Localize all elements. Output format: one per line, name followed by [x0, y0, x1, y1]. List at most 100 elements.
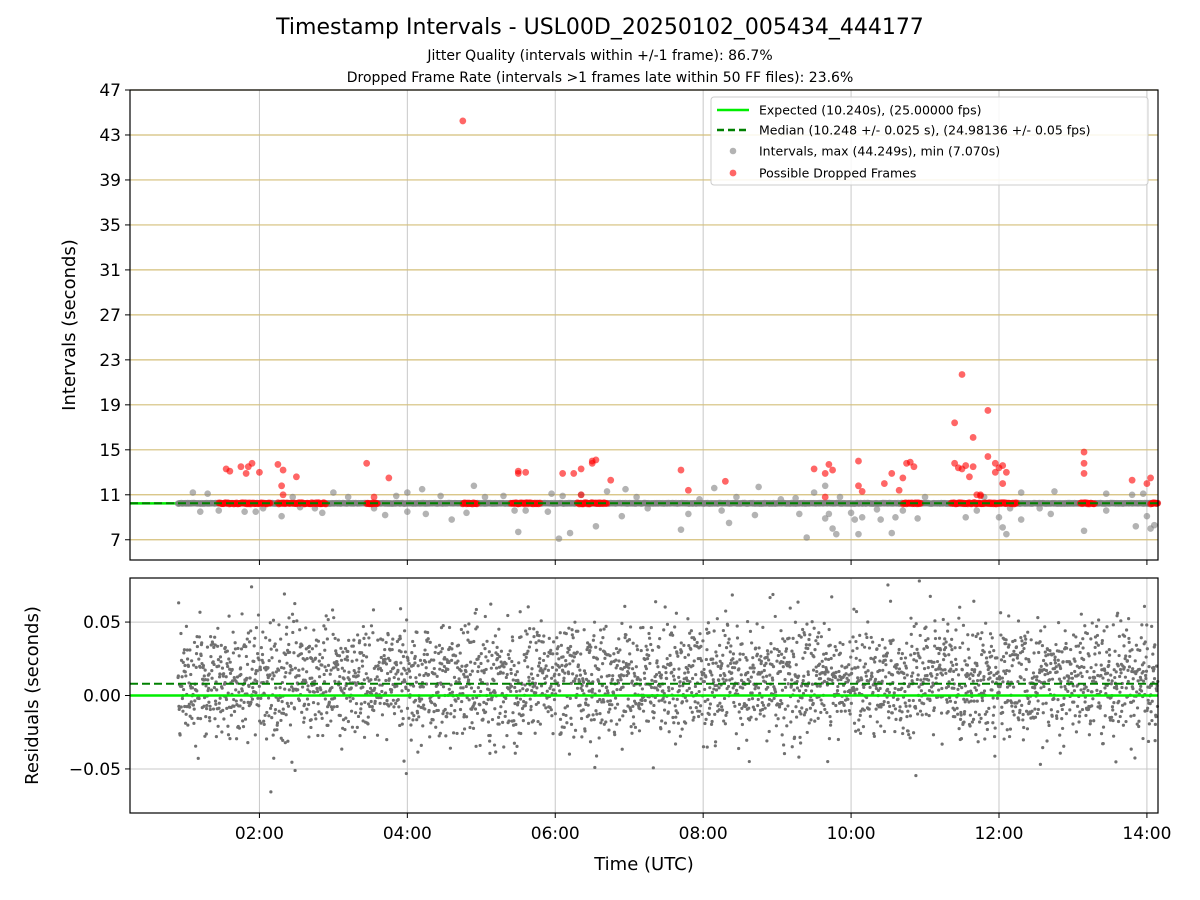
interval-point	[289, 493, 297, 501]
residual-point	[896, 688, 900, 692]
residual-point	[935, 659, 940, 664]
residual-point	[957, 616, 961, 620]
residual-point	[816, 642, 820, 646]
residual-point	[670, 687, 674, 691]
residual-point	[1024, 667, 1028, 672]
residual-point	[524, 655, 528, 659]
residual-point	[456, 643, 461, 647]
residual-point	[792, 655, 796, 659]
residual-point	[763, 706, 767, 710]
residual-point	[353, 730, 357, 734]
residual-point	[356, 714, 361, 719]
dropped-frame-point	[991, 468, 999, 476]
residual-point	[828, 643, 832, 647]
residual-point	[368, 704, 372, 709]
interval-point	[252, 508, 260, 515]
residual-point	[760, 701, 764, 705]
residual-point	[890, 673, 895, 677]
residual-point	[911, 671, 915, 675]
residual-point	[183, 721, 188, 725]
residual-point	[750, 691, 754, 695]
residual-point	[941, 658, 946, 662]
residual-point	[716, 664, 720, 668]
residuals-panel: 02:00 04:00 06:00 08:00 10:00 12:00 14:000.050…	[22, 577, 1171, 875]
residual-point	[592, 634, 596, 638]
residual-point	[1033, 715, 1038, 719]
residual-point	[827, 737, 832, 741]
residual-point	[1056, 698, 1060, 702]
residual-point	[867, 707, 871, 711]
residual-point	[354, 711, 358, 715]
residual-point	[882, 654, 886, 658]
residual-point	[1004, 641, 1008, 646]
residual-point	[783, 677, 787, 682]
interval-point	[330, 489, 337, 496]
residual-point	[905, 673, 909, 677]
residual-point	[225, 706, 229, 710]
residual-point	[1091, 697, 1095, 701]
residual-point	[320, 716, 324, 720]
residual-point	[935, 672, 939, 677]
residual-point	[390, 642, 394, 646]
residual-point	[614, 666, 618, 670]
residual-point	[959, 736, 964, 741]
residual-point	[879, 705, 883, 709]
residual-point	[1063, 684, 1067, 689]
residual-point	[799, 712, 803, 716]
interval-point	[914, 515, 921, 522]
residual-point	[830, 678, 834, 682]
residual-point	[1000, 705, 1004, 709]
interval-point	[644, 504, 651, 512]
residual-point	[877, 643, 881, 648]
residual-point	[517, 661, 521, 665]
residual-point	[1099, 690, 1103, 694]
residual-point	[386, 671, 390, 676]
residual-point	[1006, 698, 1010, 703]
residual-point	[643, 698, 647, 703]
residual-point	[762, 714, 766, 718]
residual-point	[582, 628, 586, 632]
residual-point	[889, 641, 893, 646]
residual-point	[886, 710, 891, 714]
residual-point	[739, 678, 744, 683]
residual-point	[1027, 700, 1032, 704]
residual-point	[991, 713, 996, 717]
residual-point	[994, 665, 998, 669]
dropped-frame-point	[237, 463, 245, 471]
residual-point	[359, 707, 363, 711]
residual-point	[464, 684, 468, 689]
residual-point	[769, 650, 773, 654]
residual-point	[322, 672, 326, 677]
residual-point	[257, 658, 261, 662]
residual-point	[694, 672, 698, 677]
residual-point	[733, 666, 737, 670]
residual-point	[622, 674, 626, 678]
residual-point	[370, 705, 374, 709]
residual-point	[791, 636, 795, 640]
residual-point	[665, 622, 670, 626]
residual-point	[896, 697, 900, 701]
residual-point	[667, 688, 671, 693]
residual-point	[616, 678, 620, 683]
residual-point	[836, 737, 840, 742]
residual-point	[650, 685, 654, 690]
residual-point	[355, 658, 359, 662]
residual-point	[400, 689, 404, 693]
residual-point	[1003, 671, 1008, 676]
residual-point	[240, 612, 244, 616]
residual-point	[501, 671, 505, 675]
residual-point	[631, 641, 635, 645]
residual-point	[395, 684, 399, 688]
residual-point	[437, 651, 441, 656]
residual-point	[541, 658, 546, 663]
residual-point	[958, 717, 963, 721]
residual-point	[352, 668, 356, 673]
residual-point	[213, 699, 218, 703]
residual-point	[515, 744, 519, 749]
residual-point	[609, 719, 613, 723]
residual-point	[804, 643, 808, 647]
residual-point	[756, 697, 760, 702]
residual-point	[296, 688, 300, 692]
residual-point	[686, 653, 691, 657]
residual-point	[750, 666, 754, 670]
